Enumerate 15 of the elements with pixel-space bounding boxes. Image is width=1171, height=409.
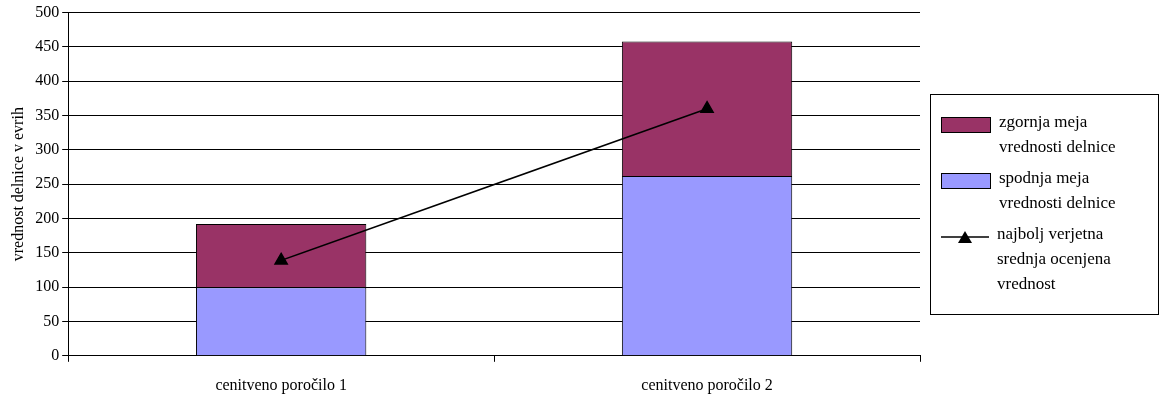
- y-tick-label: 400: [35, 71, 60, 89]
- y-tick-label: 350: [35, 105, 60, 123]
- y-tick-label: 0: [51, 346, 60, 363]
- y-tick-label: 300: [35, 140, 60, 158]
- x-tick-label: cenitveno poročilo 2: [641, 375, 773, 394]
- y-tick-label: 250: [35, 174, 60, 192]
- y-tick-label: 150: [35, 243, 60, 261]
- y-tick-label: 50: [43, 311, 60, 329]
- y-axis-title: vrednost delnice v evrih: [8, 107, 26, 262]
- y-tick-label: 450: [35, 37, 60, 55]
- y-tick-label: 100: [35, 277, 60, 295]
- x-tick-label: cenitveno poročilo 1: [215, 375, 347, 394]
- y-tick-label: 200: [35, 208, 60, 226]
- legend-label: najbolj verjetna srednja ocenjena vrednost: [997, 223, 1112, 295]
- y-tick-label: 500: [35, 2, 60, 20]
